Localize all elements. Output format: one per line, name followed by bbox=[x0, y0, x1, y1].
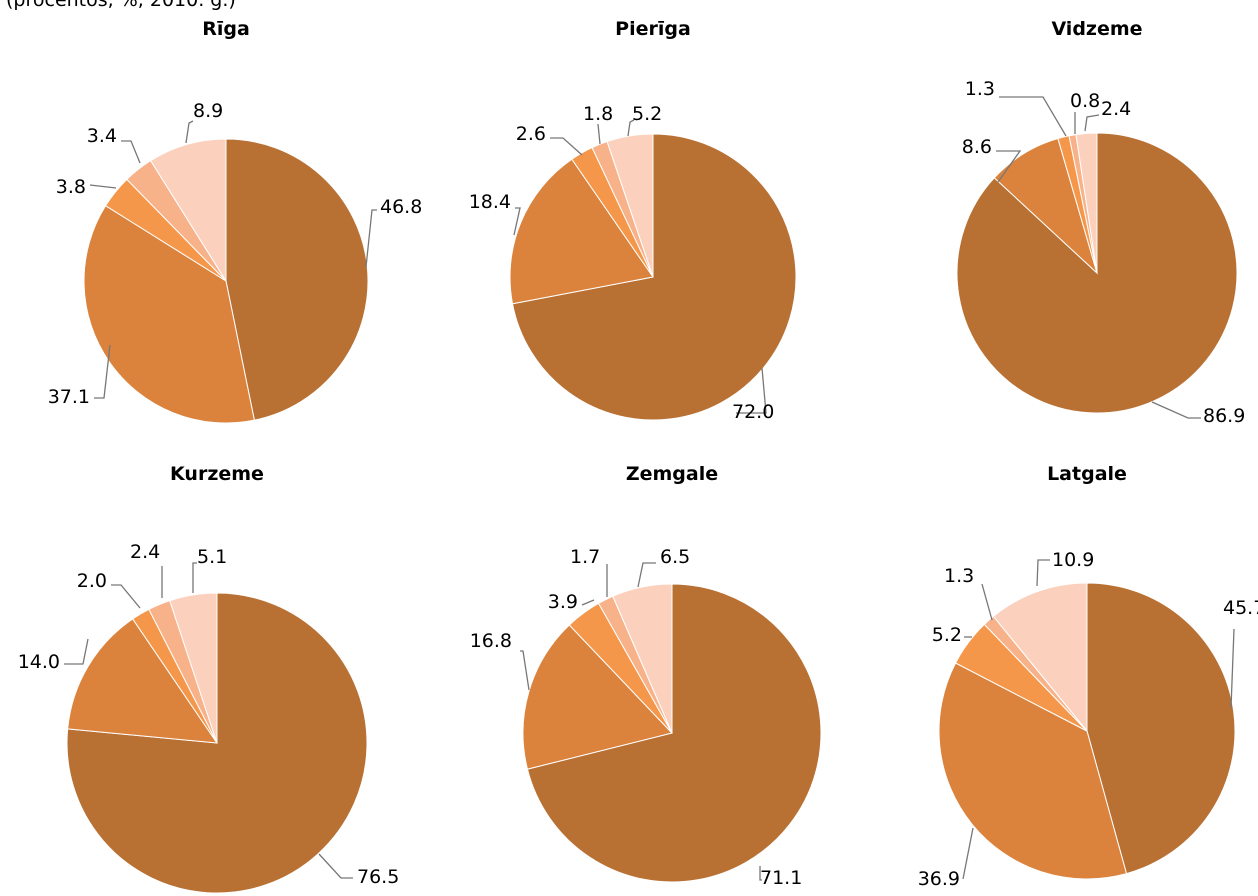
pie-slice-1 bbox=[509, 158, 654, 305]
data-label: 18.4 bbox=[469, 191, 511, 213]
pie-slice-1 bbox=[522, 624, 673, 770]
data-label: 2.6 bbox=[516, 123, 546, 145]
leader-line bbox=[1084, 114, 1100, 132]
data-label: 8.9 bbox=[193, 100, 223, 122]
data-label: 86.9 bbox=[1203, 405, 1245, 427]
pie-chart-3: Kurzeme 76.5 14.0 2.0 2.4 5.1 bbox=[18, 463, 399, 894]
pie-chart-4: Zemgale 71.1 16.8 3.9 1.7 6.5 bbox=[470, 463, 822, 889]
leader-line bbox=[64, 638, 89, 665]
leader-line bbox=[89, 184, 117, 189]
leader-line bbox=[318, 853, 353, 879]
leader-line bbox=[736, 367, 767, 414]
pie-slice-1 bbox=[67, 618, 219, 744]
data-label: 3.9 bbox=[548, 591, 578, 613]
pie-slice-1 bbox=[83, 204, 255, 424]
pie-slice-4 bbox=[1075, 132, 1098, 274]
pie-slice-4 bbox=[992, 582, 1088, 733]
chart-title: Zemgale bbox=[626, 463, 718, 485]
pie-chart-2: Vidzeme 86.9 8.6 1.3 0.8 2.4 bbox=[956, 18, 1245, 427]
data-label: 0.8 bbox=[1070, 90, 1100, 112]
leader-line bbox=[94, 344, 111, 399]
pie-slice-0 bbox=[526, 583, 822, 883]
data-label: 3.4 bbox=[87, 125, 117, 147]
chart-title: Kurzeme bbox=[170, 463, 264, 485]
data-label: 71.1 bbox=[760, 867, 802, 889]
data-label: 36.9 bbox=[918, 868, 960, 890]
data-label: 2.4 bbox=[130, 541, 160, 563]
chart-subtitle: (procentos, %, 2010. g.) bbox=[6, 0, 236, 11]
data-label: 37.1 bbox=[48, 386, 90, 408]
pie-slice-4 bbox=[149, 138, 227, 283]
leader-line bbox=[597, 123, 601, 145]
leader-line bbox=[981, 583, 993, 621]
data-label: 5.1 bbox=[197, 546, 227, 568]
data-label: 1.8 bbox=[583, 103, 613, 125]
pie-chart-1: Pierīga 72.0 18.4 2.6 1.8 5.2 bbox=[469, 18, 797, 423]
leader-line bbox=[1151, 401, 1201, 419]
data-label: 46.8 bbox=[380, 196, 422, 218]
pie-slice-4 bbox=[612, 583, 673, 734]
leader-line bbox=[581, 599, 595, 606]
leader-line bbox=[627, 119, 635, 137]
leader-line bbox=[999, 96, 1067, 137]
leader-line bbox=[637, 562, 656, 588]
leader-line bbox=[111, 584, 141, 609]
pie-slice-4 bbox=[606, 133, 654, 278]
data-label: 5.2 bbox=[932, 624, 962, 646]
data-label: 76.5 bbox=[357, 866, 399, 888]
pie-slice-1 bbox=[938, 662, 1128, 880]
data-label: 5.2 bbox=[632, 103, 662, 125]
pie-slice-0 bbox=[1086, 582, 1236, 875]
data-label: 45.7 bbox=[1223, 597, 1258, 619]
data-label: 1.7 bbox=[570, 546, 600, 568]
data-label: 6.5 bbox=[660, 546, 690, 568]
leader-line bbox=[192, 562, 197, 593]
data-label: 3.8 bbox=[56, 176, 86, 198]
pie-chart-0: Rīga 46.8 37.1 3.8 3.4 8.9 bbox=[48, 18, 422, 424]
leader-line bbox=[962, 827, 974, 880]
chart-title: Vidzeme bbox=[1051, 18, 1142, 40]
leader-line bbox=[185, 120, 194, 144]
leader-line bbox=[550, 137, 583, 156]
pie-chart-5: Latgale 45.7 36.9 5.2 1.3 10.9 bbox=[918, 463, 1258, 890]
data-label: 2.4 bbox=[1101, 98, 1131, 120]
data-label: 14.0 bbox=[18, 651, 60, 673]
leader-line bbox=[1230, 628, 1235, 709]
leader-line bbox=[365, 209, 377, 268]
data-label: 10.9 bbox=[1052, 549, 1094, 571]
leader-line bbox=[996, 150, 1022, 183]
leader-line bbox=[121, 140, 141, 164]
data-label: 8.6 bbox=[962, 136, 992, 158]
leader-line bbox=[759, 866, 762, 881]
leader-line bbox=[520, 650, 530, 691]
data-label: 72.0 bbox=[732, 401, 774, 423]
pie-slice-4 bbox=[169, 592, 218, 744]
data-label: 1.3 bbox=[944, 565, 974, 587]
data-label: 16.8 bbox=[470, 630, 512, 652]
data-label: 1.3 bbox=[965, 78, 995, 100]
chart-title: Rīga bbox=[202, 18, 250, 40]
chart-title: Latgale bbox=[1047, 463, 1127, 485]
pie-slice-0 bbox=[225, 138, 369, 421]
leader-line bbox=[1036, 559, 1050, 587]
leader-line bbox=[513, 207, 521, 236]
pie-slice-0 bbox=[511, 133, 797, 421]
data-label: 2.0 bbox=[77, 570, 107, 592]
chart-title: Pierīga bbox=[615, 18, 691, 40]
